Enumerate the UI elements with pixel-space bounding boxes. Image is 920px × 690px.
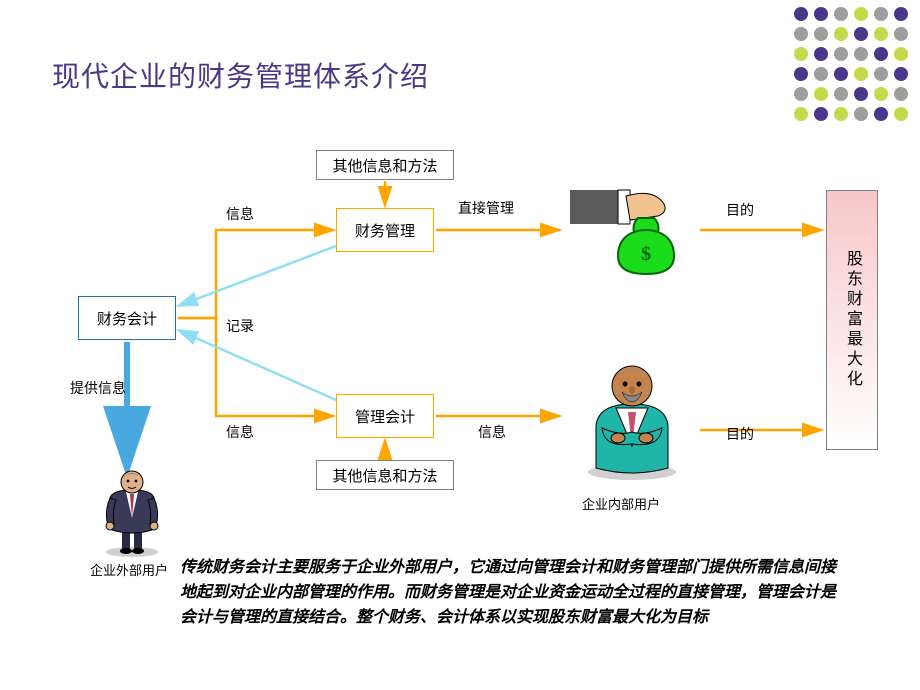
decor-dot	[894, 107, 908, 121]
decor-dot	[794, 107, 808, 121]
decor-dot	[814, 107, 828, 121]
decor-dot	[894, 27, 908, 41]
edge	[178, 330, 336, 400]
node-label: 股东财富最大化	[840, 250, 864, 390]
decor-dot	[874, 47, 888, 61]
node-other_info_top: 其他信息和方法	[316, 150, 454, 180]
decor-dot	[794, 67, 808, 81]
decor-dot	[854, 27, 868, 41]
edge-label-goal_bot: 目的	[726, 424, 754, 444]
decor-dot	[874, 107, 888, 121]
edge	[178, 230, 334, 318]
edge-label-provide: 提供信息	[70, 378, 126, 398]
decor-dot	[894, 47, 908, 61]
internal-user-caption: 企业内部用户	[582, 494, 660, 513]
decor-dot	[834, 87, 848, 101]
decor-dot	[894, 7, 908, 21]
decor-dot	[854, 7, 868, 21]
decor-dot	[874, 87, 888, 101]
decor-dot	[814, 27, 828, 41]
edge-label-info_right: 信息	[478, 422, 506, 442]
svg-text:$: $	[641, 243, 651, 265]
decor-dot	[794, 87, 808, 101]
decor-dot	[834, 107, 848, 121]
node-label: 管理会计	[355, 406, 415, 427]
edge-label-record: 记录	[226, 316, 254, 336]
edge	[178, 246, 336, 306]
node-label: 财务会计	[97, 308, 157, 329]
node-mgmt_acc: 管理会计	[336, 394, 434, 438]
manager-icon	[572, 356, 692, 487]
decor-dot	[854, 107, 868, 121]
decor-dot	[894, 67, 908, 81]
decor-dot	[874, 7, 888, 21]
decor-dot	[894, 87, 908, 101]
external-user-caption: 企业外部用户	[90, 560, 168, 579]
decor-dot	[834, 47, 848, 61]
body-paragraph: 传统财务会计主要服务于企业外部用户，它通过向管理会计和财务管理部门提供所需信息间…	[180, 556, 840, 630]
decor-dot	[794, 47, 808, 61]
decor-dot	[854, 47, 868, 61]
decor-dot	[834, 67, 848, 81]
page-title: 现代企业的财务管理体系介绍	[52, 55, 429, 95]
decor-dot	[854, 87, 868, 101]
decor-dot	[874, 67, 888, 81]
edge-label-info_bot: 信息	[226, 422, 254, 442]
node-label: 财务管理	[355, 220, 415, 241]
edge-label-goal_top: 目的	[726, 200, 754, 220]
decor-dot	[854, 67, 868, 81]
decor-dot	[814, 87, 828, 101]
node-goal_box: 股东财富最大化	[826, 190, 878, 450]
edge-label-direct: 直接管理	[458, 198, 514, 218]
decor-dot	[814, 7, 828, 21]
node-fin_acc: 财务会计	[78, 296, 176, 340]
moneybag-icon: $	[568, 182, 688, 283]
decor-dot	[814, 67, 828, 81]
edge	[178, 318, 334, 416]
node-label: 其他信息和方法	[332, 465, 437, 486]
node-other_info_bot: 其他信息和方法	[316, 460, 454, 490]
decor-dot	[874, 27, 888, 41]
decor-dot	[794, 27, 808, 41]
decor-dot	[794, 7, 808, 21]
edge-label-info_top: 信息	[226, 204, 254, 224]
decor-dot	[834, 7, 848, 21]
decor-dot	[814, 47, 828, 61]
node-fin_mgmt: 财务管理	[336, 208, 434, 252]
suitman-icon	[96, 468, 168, 563]
decorative-dot-grid	[792, 5, 910, 123]
decor-dot	[834, 27, 848, 41]
node-label: 其他信息和方法	[332, 155, 437, 176]
